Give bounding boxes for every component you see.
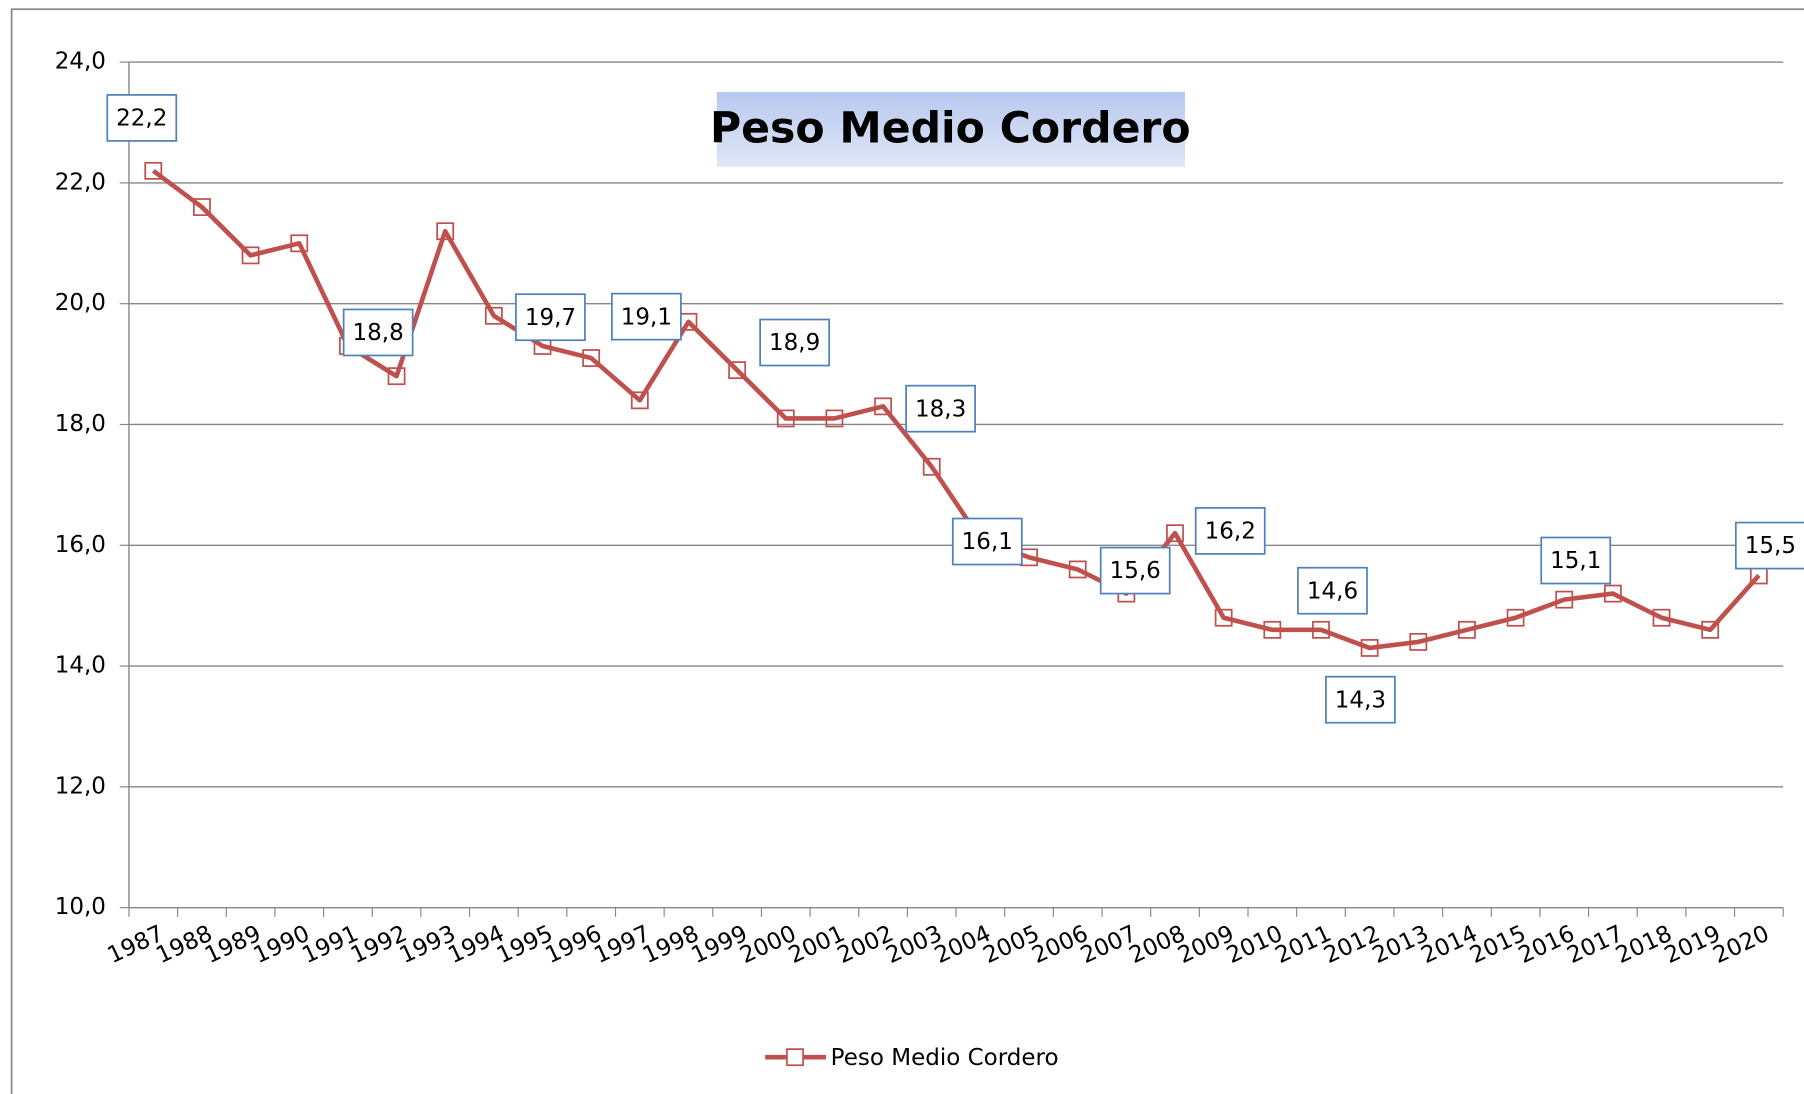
data-label: 18,9 xyxy=(769,330,820,356)
data-label: 14,6 xyxy=(1307,578,1358,604)
data-label: 14,3 xyxy=(1335,687,1386,713)
y-tick-label: 10,0 xyxy=(55,894,106,920)
y-tick-label: 20,0 xyxy=(55,290,106,316)
data-label: 15,6 xyxy=(1110,558,1161,584)
data-label: 18,8 xyxy=(353,320,404,346)
point-marker xyxy=(387,367,406,386)
data-label: 15,5 xyxy=(1745,533,1796,559)
point-marker xyxy=(290,234,309,253)
point-marker xyxy=(776,409,795,428)
point-marker xyxy=(1555,590,1574,609)
data-label-box xyxy=(342,308,414,357)
point-marker xyxy=(1652,608,1671,627)
point-marker xyxy=(1409,632,1428,651)
data-label: 16,1 xyxy=(962,529,1013,555)
y-tick-label: 14,0 xyxy=(55,653,106,679)
data-label-box xyxy=(106,94,178,142)
point-marker xyxy=(436,222,455,241)
chart-title: Peso Medio Cordero xyxy=(710,104,1191,154)
point-marker xyxy=(1360,639,1379,657)
y-tick-label: 22,0 xyxy=(55,169,106,195)
point-marker xyxy=(874,397,893,416)
point-marker xyxy=(1458,620,1476,639)
y-tick-label: 24,0 xyxy=(55,49,106,75)
data-label-box xyxy=(1325,675,1396,724)
point-marker xyxy=(1506,608,1525,627)
point-marker xyxy=(1068,560,1087,579)
point-marker xyxy=(144,161,163,180)
data-label-box xyxy=(1297,566,1368,615)
point-marker xyxy=(1603,584,1622,603)
data-label-box xyxy=(1540,536,1612,585)
data-label: 19,1 xyxy=(621,304,672,330)
legend-marker xyxy=(786,1048,804,1067)
data-label-box xyxy=(905,384,976,433)
data-label-box xyxy=(1734,521,1804,570)
y-tick-label: 12,0 xyxy=(55,773,106,799)
point-marker xyxy=(241,246,260,265)
title-box xyxy=(716,92,1185,167)
point-marker xyxy=(1166,524,1184,543)
point-marker xyxy=(1701,620,1720,639)
point-marker xyxy=(1214,608,1233,627)
legend-label: Peso Medio Cordero xyxy=(831,1045,1059,1071)
point-marker xyxy=(922,457,941,476)
point-marker xyxy=(484,306,503,325)
data-label: 15,1 xyxy=(1550,548,1601,574)
data-label: 18,3 xyxy=(915,396,966,422)
point-marker xyxy=(1263,620,1282,639)
point-marker xyxy=(193,198,211,216)
data-label-box xyxy=(759,318,831,367)
data-label: 22,2 xyxy=(116,106,167,132)
point-marker xyxy=(728,361,747,380)
series-line xyxy=(151,168,1761,651)
y-tick-label: 18,0 xyxy=(55,411,106,437)
point-marker xyxy=(630,391,649,410)
point-marker xyxy=(825,409,844,428)
data-label-box xyxy=(1099,546,1171,595)
data-label-box xyxy=(611,292,682,341)
data-label: 16,2 xyxy=(1205,519,1256,545)
data-label-box xyxy=(1194,507,1266,555)
y-tick-label: 16,0 xyxy=(55,532,106,558)
data-label: 19,7 xyxy=(525,305,576,331)
point-marker xyxy=(1312,620,1330,639)
data-label-box xyxy=(515,293,586,342)
data-label-box xyxy=(951,517,1023,566)
point-marker xyxy=(582,349,601,367)
